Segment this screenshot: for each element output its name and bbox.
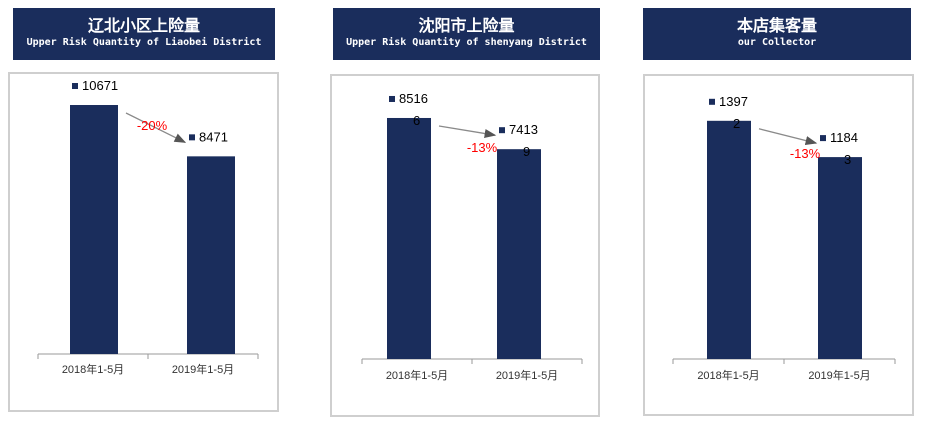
chart-2-plot: 8516 6 2018年1-5月 7413 9 2019年1-5月 -13% (361, 91, 583, 382)
value-label: 1184 (830, 130, 858, 145)
value-label: 6 (413, 113, 420, 128)
chart-2-panel: 8516 6 2018年1-5月 7413 9 2019年1-5月 -13% (330, 74, 600, 417)
value-label-marker (499, 127, 505, 134)
chart-1-header: 辽北小区上险量 Upper Risk Quantity of Liaobei D… (13, 8, 275, 60)
value-label: 9 (523, 144, 530, 159)
value-label: 2 (733, 116, 740, 131)
value-label-marker (709, 98, 715, 105)
chart-3-header: 本店集客量 our Collector (643, 8, 911, 60)
value-label-marker (820, 135, 826, 142)
value-label-marker (72, 83, 78, 90)
value-label: 1397 (719, 94, 748, 109)
value-label-marker (189, 134, 195, 141)
chart-1-title: 辽北小区上险量 (87, 16, 200, 35)
chart-3-panel: 1397 2 2018年1-5月 1184 3 2019年1-5月 -13% (643, 74, 914, 416)
chart-3-title: 本店集客量 (736, 16, 817, 35)
bar (70, 105, 118, 354)
category-label: 2019年1-5月 (496, 368, 558, 382)
value-label: 7413 (509, 122, 538, 137)
trend-arrow (438, 125, 497, 138)
chart-3-plot: 1397 2 2018年1-5月 1184 3 2019年1-5月 -13% (672, 94, 896, 382)
change-percent-label: -13% (790, 146, 821, 161)
chart-2-title: 沈阳市上险量 (418, 16, 515, 35)
chart-2-subtitle: Upper Risk Quantity of shenyang District (346, 37, 587, 48)
bar (497, 149, 541, 359)
value-label: 3 (844, 152, 851, 167)
bar (187, 156, 235, 354)
change-percent-label: -20% (137, 118, 168, 133)
chart-1-plot: 10671 2018年1-5月 8471 2019年1-5月 -20% (37, 78, 259, 376)
chart-1-subtitle: Upper Risk Quantity of Liaobei District (26, 37, 262, 48)
category-label: 2018年1-5月 (697, 368, 759, 382)
bar (707, 120, 751, 360)
value-label: 8516 (399, 91, 428, 106)
bar (387, 117, 431, 359)
value-label: 8471 (199, 129, 228, 144)
category-label: 2019年1-5月 (808, 368, 870, 382)
category-label: 2019年1-5月 (172, 362, 234, 376)
bar (818, 157, 862, 359)
trend-arrow (758, 128, 818, 145)
chart-1-panel: 10671 2018年1-5月 8471 2019年1-5月 -20% (8, 72, 279, 412)
chart-2-header: 沈阳市上险量 Upper Risk Quantity of shenyang D… (333, 8, 600, 60)
change-percent-label: -13% (467, 140, 498, 155)
category-label: 2018年1-5月 (62, 362, 124, 376)
category-label: 2018年1-5月 (386, 368, 448, 382)
chart-3-subtitle: our Collector (737, 37, 817, 48)
value-label-marker (389, 95, 395, 102)
trend-arrow (125, 112, 187, 143)
value-label: 10671 (82, 78, 118, 93)
